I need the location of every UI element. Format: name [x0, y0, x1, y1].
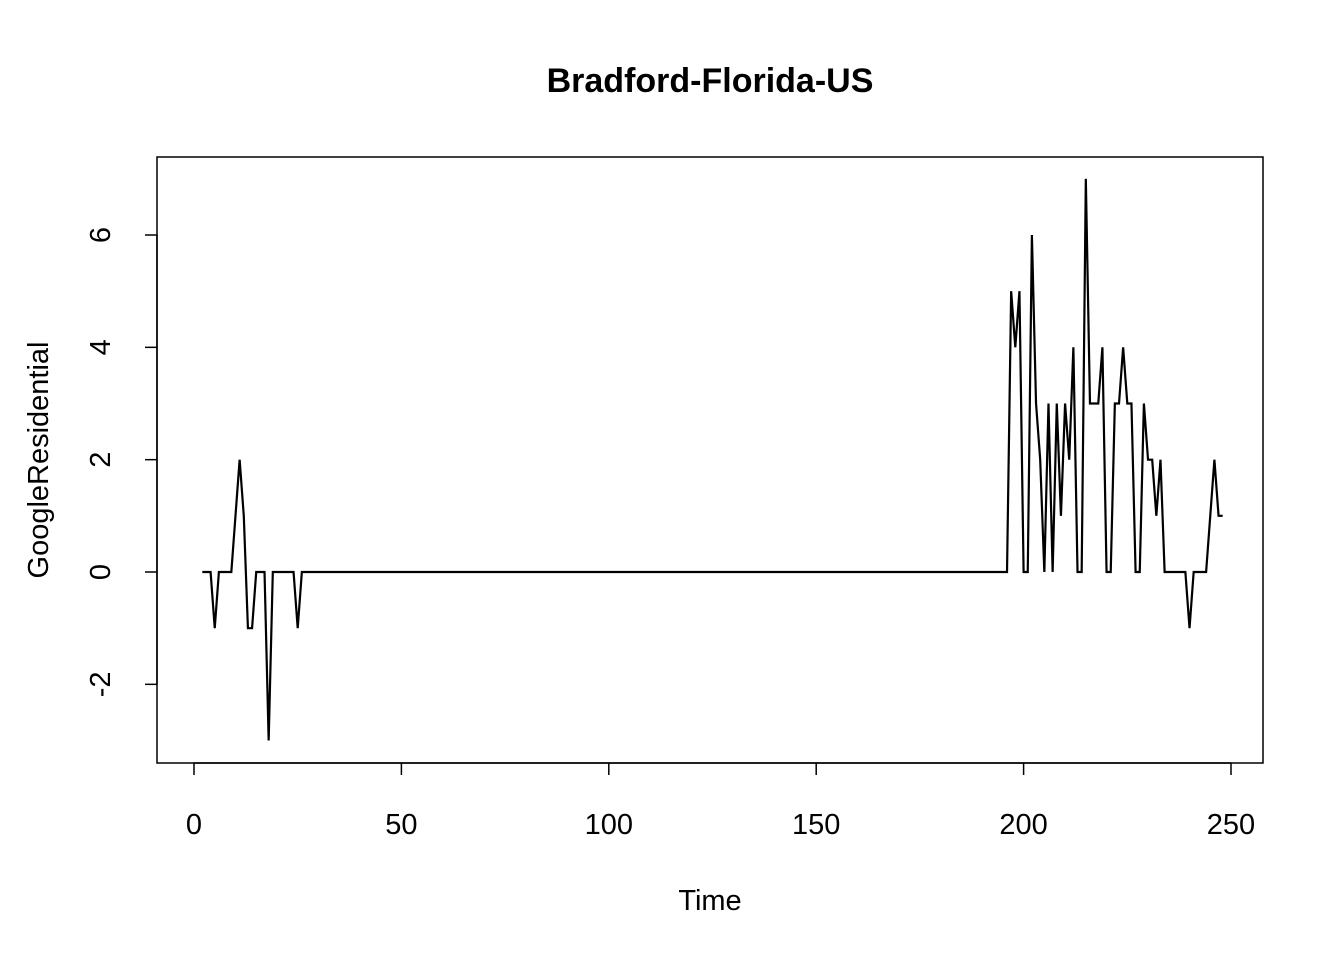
series-line	[202, 178, 1223, 741]
chart-title: Bradford-Florida-US	[547, 62, 874, 100]
y-tick-label: -2	[85, 671, 117, 697]
y-tick-label: 4	[85, 339, 117, 355]
y-tick-label: 6	[85, 227, 117, 243]
y-tick-label: 0	[85, 564, 117, 580]
x-tick-label: 50	[385, 809, 417, 841]
x-tick-label: 0	[186, 809, 202, 841]
x-tick-label: 100	[585, 809, 633, 841]
x-axis: 0 50 100 150 200 250	[186, 762, 1255, 841]
y-axis-label: GoogleResidential	[23, 342, 55, 579]
plot-frame	[156, 156, 1264, 764]
x-tick-label: 200	[999, 809, 1047, 841]
series-layer	[202, 178, 1223, 741]
y-axis: -2 0 2 4 6	[85, 227, 158, 697]
x-tick-label: 150	[792, 809, 840, 841]
x-axis-label: Time	[678, 885, 741, 917]
x-tick-label: 250	[1207, 809, 1255, 841]
y-tick-label: 2	[85, 452, 117, 468]
